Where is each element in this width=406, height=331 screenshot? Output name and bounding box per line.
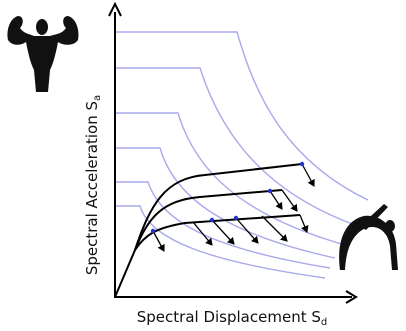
y-axis-label: Spectral Acceleration Sa: [83, 95, 103, 275]
arrows: [153, 164, 314, 251]
axes: [109, 4, 356, 303]
demand-curves: [115, 32, 368, 278]
capacity-curves: [115, 164, 302, 297]
diagram: Spectral Acceleration Sa Spectral Displa…: [0, 0, 406, 331]
x-axis-label: Spectral Displacement Sd: [137, 308, 327, 328]
flexible-figure-icon: [339, 204, 398, 270]
strong-figure-icon: [7, 16, 78, 92]
